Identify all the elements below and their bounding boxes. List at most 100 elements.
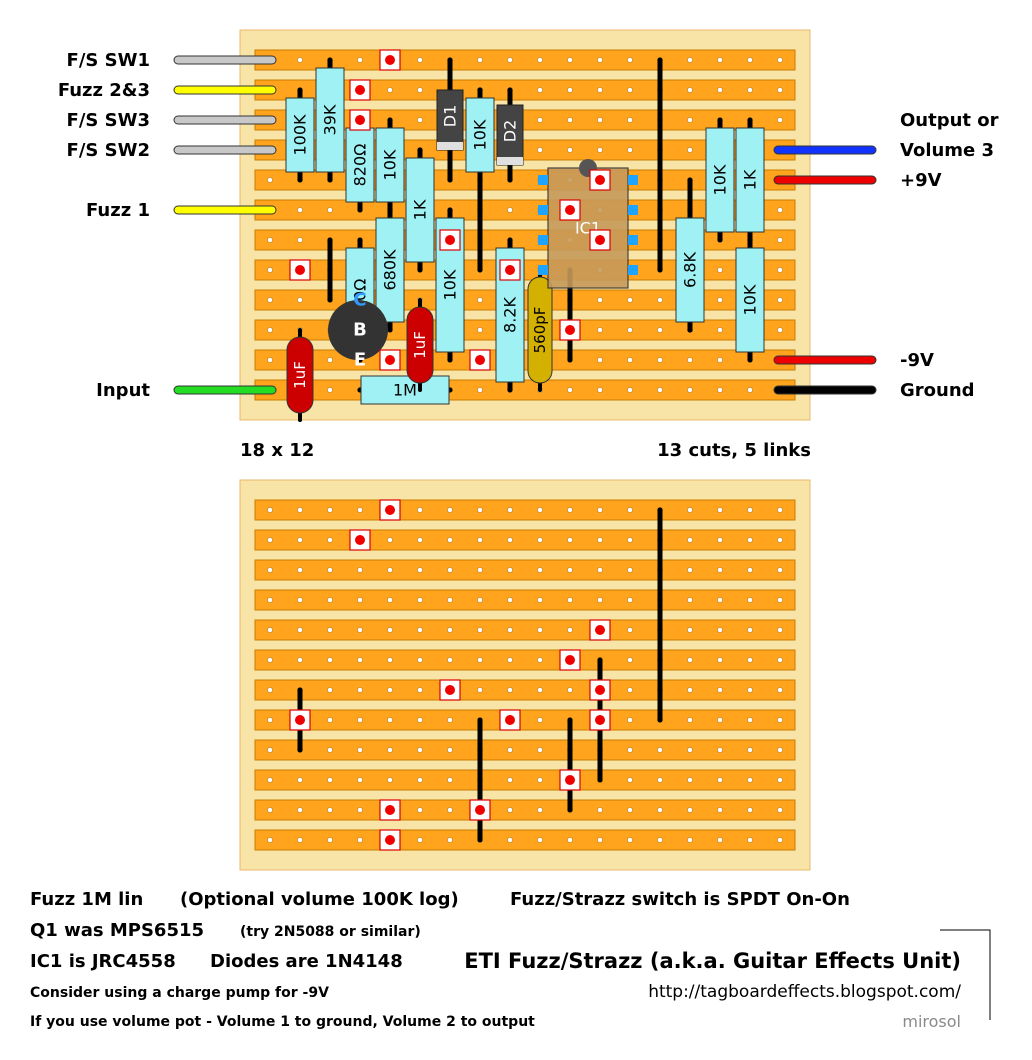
wire-label-input: Input [96, 380, 150, 401]
hole [507, 837, 513, 843]
copper-strip [254, 49, 796, 71]
hole [567, 627, 573, 633]
track-cut-dot [385, 55, 395, 65]
hole [627, 117, 633, 123]
hole [567, 837, 573, 843]
hole [687, 747, 693, 753]
hole [507, 807, 513, 813]
hole [267, 597, 273, 603]
hole [387, 747, 393, 753]
hole [297, 837, 303, 843]
hole [417, 537, 423, 543]
hole [717, 267, 723, 273]
hole [477, 57, 483, 63]
copper-strip [254, 499, 796, 521]
hole [267, 237, 273, 243]
hole [507, 207, 513, 213]
hole [267, 657, 273, 663]
hole [417, 87, 423, 93]
hole [387, 597, 393, 603]
copper-strip [254, 709, 796, 731]
hole [657, 777, 663, 783]
hole [537, 777, 543, 783]
hole [327, 597, 333, 603]
diode-band [437, 142, 463, 150]
hole [267, 747, 273, 753]
capacitor-label: 1uF [291, 361, 309, 389]
copper-strip [254, 349, 796, 371]
hole [747, 387, 753, 393]
track-cut-dot [505, 715, 515, 725]
wire-label-fs-sw3: F/S SW3 [66, 110, 150, 131]
hole [597, 327, 603, 333]
hole [747, 627, 753, 633]
hole [777, 657, 783, 663]
hole [447, 807, 453, 813]
track-cut-dot [595, 715, 605, 725]
track-cut-dot [565, 205, 575, 215]
note-diodes: Diodes are 1N4148 [210, 951, 403, 972]
hole [777, 627, 783, 633]
hole [477, 387, 483, 393]
hole [597, 147, 603, 153]
ic-pin [628, 205, 638, 215]
hole [597, 297, 603, 303]
copper-strip [254, 769, 796, 791]
hole [597, 357, 603, 363]
hole [627, 387, 633, 393]
hole [627, 777, 633, 783]
hole [297, 627, 303, 633]
hole [327, 777, 333, 783]
hole [417, 837, 423, 843]
hole [477, 507, 483, 513]
hole [297, 777, 303, 783]
hole [777, 717, 783, 723]
hole [567, 537, 573, 543]
note-fuzz-pot: Fuzz 1M lin [30, 889, 144, 910]
resistor-body [345, 127, 375, 203]
hole [477, 297, 483, 303]
copper-strip [254, 289, 796, 311]
ic-pin [538, 265, 548, 275]
resistor-body [360, 375, 450, 405]
author-name: mirosol [902, 1012, 961, 1031]
track-cut-dot [355, 115, 365, 125]
resistor-label: 680K [381, 249, 400, 291]
track-cut-dot [355, 535, 365, 545]
capacitor-label: 1uF [411, 331, 429, 359]
hole [327, 207, 333, 213]
note-switch: Fuzz/Strazz switch is SPDT On-On [510, 889, 850, 910]
resistor-label: 8.2K [501, 297, 520, 333]
hole [777, 57, 783, 63]
hole [447, 657, 453, 663]
hole [627, 837, 633, 843]
resistor-label: 6.8K [681, 252, 700, 288]
resistor-body [285, 97, 315, 173]
hole [627, 687, 633, 693]
hole [627, 747, 633, 753]
hole [537, 117, 543, 123]
capacitor-body [527, 276, 553, 384]
hole [447, 717, 453, 723]
hole [687, 717, 693, 723]
hole [657, 297, 663, 303]
hole [687, 57, 693, 63]
hole [477, 597, 483, 603]
cuts-and-links [289, 499, 663, 851]
hole [447, 837, 453, 843]
track-cut-dot [385, 355, 395, 365]
hole [297, 57, 303, 63]
hole [267, 507, 273, 513]
blog-url[interactable]: http://tagboardeffects.blogspot.com/ [648, 982, 961, 1002]
resistor-body [315, 67, 345, 173]
hole [327, 687, 333, 693]
resistor-body [465, 97, 495, 173]
hole [597, 837, 603, 843]
hole [777, 747, 783, 753]
track-cut-dot [595, 685, 605, 695]
copper-strip [254, 529, 796, 551]
hole [357, 747, 363, 753]
hole [567, 117, 573, 123]
hole [627, 567, 633, 573]
